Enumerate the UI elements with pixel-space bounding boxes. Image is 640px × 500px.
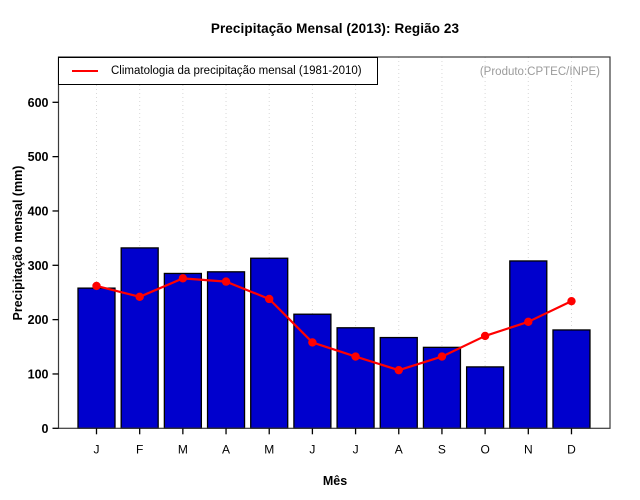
- climatology-point-1: [135, 292, 144, 302]
- y-tick-label-1: 100: [28, 367, 49, 381]
- x-tick-label-9: O: [480, 442, 489, 456]
- x-tick-label-10: N: [524, 442, 533, 456]
- climatology-point-5: [308, 338, 317, 347]
- climatology-line: [96, 277, 572, 372]
- climatology-point-4: [265, 294, 274, 304]
- chart-title: Precipitação Mensal (2013): Região 23: [210, 21, 460, 36]
- climatology-point-9: [480, 331, 490, 341]
- climatology-point-0: [92, 281, 101, 291]
- y-tick-label-2: 200: [28, 313, 49, 327]
- x-tick-label-6: J: [353, 442, 359, 456]
- climatology-point-8: [437, 352, 447, 361]
- bar-a-3: [206, 271, 246, 429]
- y-axis-title: Precipitação mensal (mm): [11, 165, 25, 321]
- climatology-point-11: [567, 296, 576, 306]
- bar-f-1: [120, 247, 159, 429]
- bar-j-5: [293, 313, 332, 429]
- x-tick-label-3: A: [222, 442, 230, 456]
- bar-o-9: [465, 366, 505, 429]
- x-tick-label-8: S: [438, 442, 446, 456]
- bar-d-11: [552, 329, 591, 429]
- x-axis-title: Mês: [322, 474, 348, 488]
- x-tick-label-11: D: [567, 442, 576, 456]
- bar-m-2: [163, 272, 203, 429]
- y-tick-label-4: 400: [28, 204, 49, 218]
- climatology-point-2: [178, 274, 188, 283]
- y-tick-label-6: 600: [28, 96, 49, 110]
- bar-n-10: [509, 260, 548, 429]
- x-tick-label-4: M: [264, 442, 274, 456]
- legend-line-sample: [72, 70, 98, 72]
- x-tick-label-2: M: [178, 442, 188, 456]
- y-tick-label-5: 500: [28, 150, 49, 164]
- y-tick-label-0: 0: [42, 422, 49, 436]
- climatology-point-3: [221, 277, 231, 286]
- bar-a-7: [379, 336, 418, 429]
- bar-j-6: [336, 327, 375, 429]
- x-tick-label-0: J: [94, 442, 100, 456]
- source-note: (Produto:CPTEC/INPE): [479, 66, 600, 78]
- legend-box: Climatologia da precipitação mensal (198…: [58, 57, 378, 85]
- climatology-point-6: [351, 352, 360, 361]
- x-tick-label-5: J: [309, 442, 315, 456]
- legend-label: Climatologia da precipitação mensal (198…: [111, 65, 362, 77]
- x-tick-label-1: F: [136, 442, 143, 456]
- y-tick-label-3: 300: [28, 259, 49, 273]
- x-tick-label-7: A: [395, 442, 403, 456]
- bar-m-4: [250, 257, 289, 429]
- climatology-point-7: [394, 365, 403, 375]
- climatology-point-10: [524, 317, 533, 327]
- bar-j-0: [77, 287, 116, 429]
